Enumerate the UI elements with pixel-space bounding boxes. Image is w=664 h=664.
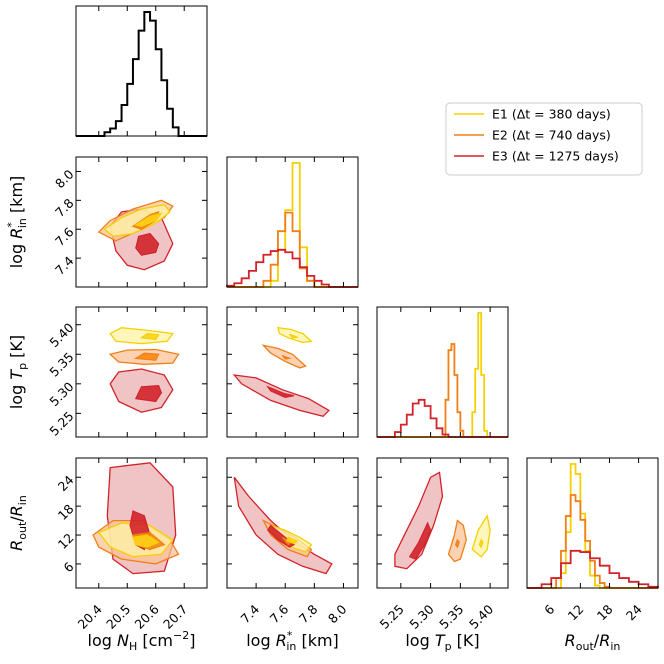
contour-inner-E1 — [478, 538, 484, 549]
contour-outer-E1 — [109, 327, 174, 345]
panel-Rin-Rout — [233, 476, 333, 575]
y-tick-label: 5.30 — [46, 379, 76, 409]
hist-Tp-E1 — [377, 312, 508, 438]
contour-outer-E1 — [103, 203, 171, 238]
axis-label-Tp: log Tp [K] — [7, 335, 29, 409]
panel-NH-Tp — [108, 327, 180, 413]
contour-inner-E1 — [285, 536, 298, 545]
contour-outer-E3 — [394, 471, 444, 570]
y-tick-label: 12 — [55, 530, 77, 552]
contour-inner-E1 — [134, 212, 163, 227]
y-tick-label: 5.40 — [46, 320, 76, 350]
y-tick-label: 7.4 — [52, 253, 77, 278]
hist-Tp-E3 — [377, 398, 508, 438]
y-tick-label: 5.25 — [46, 408, 76, 438]
x-tick-label: 7.4 — [238, 601, 263, 626]
panel-frame-Tp-Rout — [376, 457, 509, 589]
x-tick-label: 18 — [594, 601, 616, 623]
hist-Tp-E2 — [377, 343, 508, 438]
x-tick-label: 7.8 — [296, 601, 321, 626]
panel-frame-NH-Rin — [75, 156, 208, 288]
x-tick-label: 5.40 — [466, 601, 496, 631]
contour-inner-E3 — [135, 232, 160, 256]
panel-frame-Rin-Tp — [226, 306, 359, 438]
x-tick-label: 24 — [623, 601, 645, 623]
y-tick-label: 7.8 — [52, 195, 77, 220]
x-tick-label: 20.6 — [132, 601, 162, 631]
panel-hist-Rout — [526, 457, 659, 589]
x-tick-label: 20.4 — [75, 601, 105, 631]
panel-frame-NH-Rout — [75, 457, 208, 589]
axis-label-Rin: log R*in [km] — [246, 629, 339, 653]
contour-inner-E2 — [133, 352, 160, 361]
contour-inner-E3 — [134, 384, 163, 403]
contour-inner-E1 — [289, 333, 300, 339]
x-tick-label: 5.35 — [436, 602, 466, 632]
y-tick-label: 7.6 — [52, 224, 77, 249]
panel-Tp-Rout — [394, 471, 491, 570]
y-tick-label: 6 — [60, 559, 76, 575]
axis-label-NH: log NH [cm−2] — [88, 629, 196, 653]
hist-Rout-E1 — [527, 463, 658, 589]
panel-hist-Rin — [226, 156, 359, 288]
legend: E1 (Δt = 380 days) E2 (Δt = 740 days) E3 (… — [445, 102, 643, 176]
axis-label-Rout: Rout/Rin — [7, 495, 29, 551]
x-tick-label: 7.6 — [267, 601, 292, 626]
x-tick-label: 20.5 — [103, 602, 133, 632]
x-tick-label: 5.30 — [406, 601, 436, 631]
contour-outer-E1 — [471, 514, 491, 558]
panel-frame-NH-Tp — [75, 306, 208, 438]
legend-label-E3: E3 (Δt = 1275 days) — [492, 149, 619, 164]
x-tick-label: 8.0 — [325, 601, 350, 626]
panel-Rin-Tp — [232, 326, 330, 418]
contour-inner-E2 — [454, 538, 460, 549]
contour-outer-E3 — [233, 476, 333, 575]
x-tick-label: 20.7 — [160, 602, 190, 632]
legend-label-E2: E2 (Δt = 740 days) — [492, 128, 611, 143]
contour-inner-E1 — [132, 534, 160, 548]
x-tick-label: 5.25 — [377, 602, 407, 632]
hist-NH-all — [76, 11, 207, 137]
hist-Rin-E3 — [226, 248, 358, 288]
y-tick-label: 5.35 — [46, 349, 76, 379]
contour-inner-E1 — [139, 332, 160, 341]
panel-frame-Rin-Rout — [226, 457, 359, 589]
y-tick-label: 8.0 — [52, 166, 77, 191]
hist-Rout-E2 — [527, 494, 658, 589]
panel-NH-Rin — [97, 199, 174, 271]
axis-label-Rin: log R*in [km] — [5, 176, 29, 269]
panel-hist-NH — [75, 5, 208, 137]
contour-inner-E3 — [266, 385, 295, 399]
x-tick-label: 6 — [541, 601, 557, 617]
contour-inner-E2 — [281, 354, 292, 360]
axis-label-Rout: Rout/Rin — [565, 631, 621, 653]
hist-Rout-E3 — [527, 549, 659, 589]
axis-label-Tp: log Tp [K] — [405, 631, 479, 653]
y-tick-label: 18 — [55, 501, 77, 523]
panel-hist-Tp — [376, 306, 509, 438]
legend-label-E1: E1 (Δt = 380 days) — [492, 107, 611, 122]
panel-NH-Rout — [92, 462, 180, 575]
contour-inner-E3 — [408, 521, 432, 560]
y-tick-label: 24 — [55, 472, 77, 494]
hist-Rin-E2 — [227, 211, 358, 288]
contour-outer-E1 — [277, 326, 313, 344]
x-tick-label: 12 — [565, 602, 587, 624]
legend-box — [445, 102, 643, 176]
